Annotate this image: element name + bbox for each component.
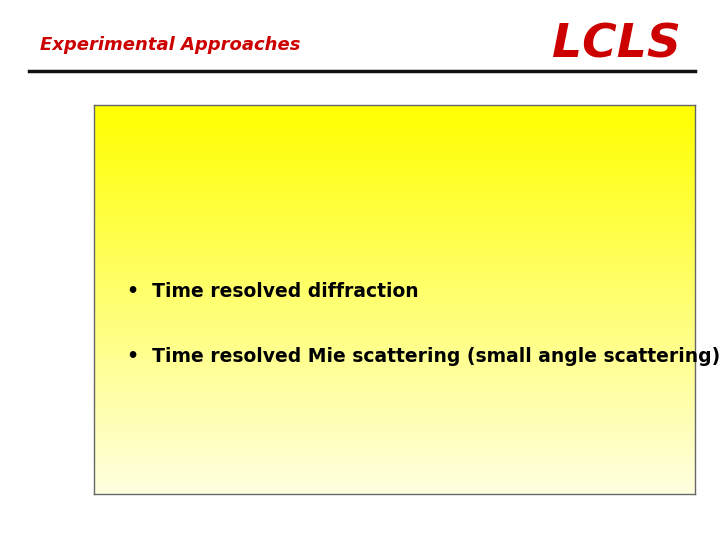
Text: Experimental Approaches: Experimental Approaches	[40, 36, 300, 54]
Text: •  Time resolved diffraction: • Time resolved diffraction	[127, 282, 418, 301]
Text: LCLS: LCLS	[552, 22, 680, 68]
Text: •  Time resolved Mie scattering (small angle scattering): • Time resolved Mie scattering (small an…	[127, 347, 720, 366]
